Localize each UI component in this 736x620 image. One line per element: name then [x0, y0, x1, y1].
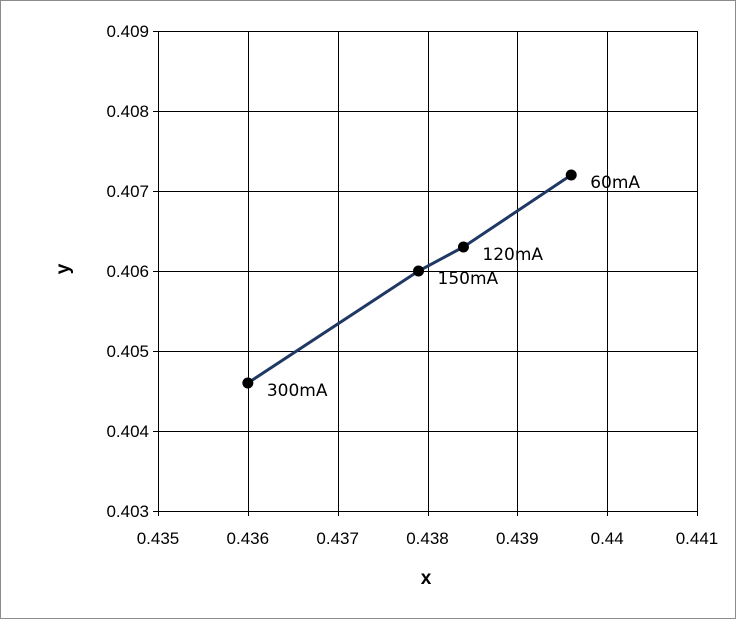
x-tick-labels: 0.435 0.436 0.437 0.438 0.439 0.44 0.441 — [137, 529, 719, 548]
series-line-0 — [246, 173, 573, 385]
y-tick-label-2: 0.405 — [106, 342, 149, 361]
y-tick-label-1: 0.404 — [106, 422, 149, 441]
data-label-0: 300mA — [267, 381, 328, 401]
x-tick-label-5: 0.44 — [591, 529, 624, 548]
data-label-2: 120mA — [482, 245, 543, 265]
y-tick-label-6: 0.409 — [106, 22, 149, 41]
y-tick-label-4: 0.407 — [106, 182, 149, 201]
x-tick-label-0: 0.435 — [137, 529, 180, 548]
data-point-0 — [242, 377, 254, 389]
y-tick-label-5: 0.408 — [106, 102, 149, 121]
data-point-3 — [565, 169, 577, 181]
x-tick-label-6: 0.441 — [676, 529, 719, 548]
y-axis-title: y — [53, 263, 74, 274]
data-point-1 — [413, 265, 425, 277]
grid-lines — [153, 31, 698, 516]
y-tick-label-3: 0.406 — [106, 262, 149, 281]
x-tick-label-2: 0.437 — [316, 529, 359, 548]
y-tick-labels: 0.403 0.404 0.405 0.406 0.407 0.408 0.409 — [106, 22, 149, 521]
point-labels: 300mA 150mA 120mA 60mA — [267, 173, 641, 401]
y-tick-label-0: 0.403 — [106, 502, 149, 521]
x-axis-title: x — [421, 568, 432, 589]
x-tick-label-1: 0.436 — [227, 529, 270, 548]
series-layer — [242, 169, 577, 389]
data-label-3: 60mA — [590, 173, 640, 193]
data-label-1: 150mA — [438, 269, 499, 289]
x-tick-label-4: 0.439 — [496, 529, 539, 548]
x-tick-label-3: 0.438 — [406, 529, 449, 548]
data-point-2 — [457, 241, 469, 253]
